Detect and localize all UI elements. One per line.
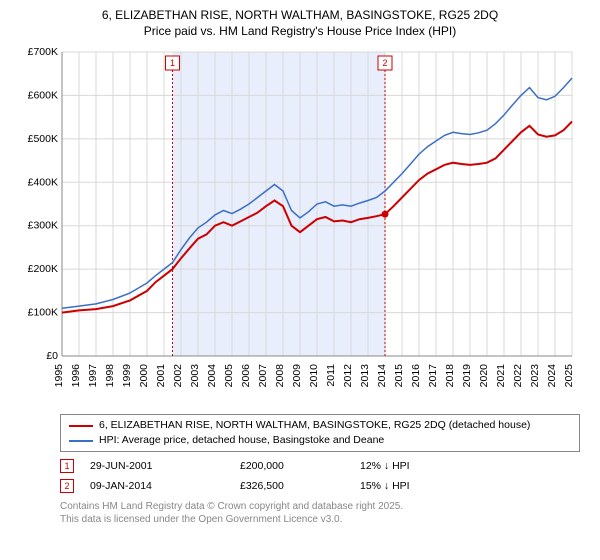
transaction-price: £200,000 (240, 460, 360, 472)
legend-label: 6, ELIZABETHAN RISE, NORTH WALTHAM, BASI… (99, 418, 530, 433)
footer: Contains HM Land Registry data © Crown c… (60, 500, 580, 526)
svg-text:£600K: £600K (28, 89, 58, 101)
svg-text:£100K: £100K (28, 307, 58, 319)
title-main: 6, ELIZABETHAN RISE, NORTH WALTHAM, BASI… (12, 8, 588, 22)
chart-container: 6, ELIZABETHAN RISE, NORTH WALTHAM, BASI… (0, 0, 600, 560)
footer-line-1: Contains HM Land Registry data © Crown c… (60, 500, 580, 513)
svg-text:£500K: £500K (28, 133, 58, 145)
transaction-row: 2 09-JAN-2014£326,50015% ↓ HPI (60, 476, 580, 496)
svg-text:2020: 2020 (478, 364, 490, 388)
svg-text:2003: 2003 (189, 364, 201, 388)
svg-text:2013: 2013 (359, 364, 371, 388)
title-sub: Price paid vs. HM Land Registry's House … (12, 24, 588, 38)
svg-text:2014: 2014 (376, 364, 388, 388)
transaction-delta: 15% ↓ HPI (360, 480, 480, 492)
svg-text:1997: 1997 (87, 364, 99, 388)
transactions-table: 1 29-JUN-2001£200,00012% ↓ HPI 2 09-JAN-201… (60, 456, 580, 496)
svg-text:2: 2 (382, 58, 387, 68)
svg-text:2005: 2005 (223, 364, 235, 388)
chart-area: £0 £100K £200K £300K £400K £500K £600K £700K 199… (20, 46, 580, 408)
legend-item: HPI: Average price, detached house, Basi… (69, 433, 571, 448)
line-chart: £0 £100K £200K £300K £400K £500K £600K £700K 199… (20, 46, 580, 408)
svg-text:2010: 2010 (308, 364, 320, 388)
svg-text:2011: 2011 (325, 364, 337, 387)
svg-text:2022: 2022 (512, 364, 524, 388)
transaction-marker-badge: 1 (60, 459, 74, 473)
svg-text:£200K: £200K (28, 263, 58, 275)
svg-text:2000: 2000 (138, 364, 150, 388)
transaction-marker-badge: 2 (60, 479, 74, 493)
svg-text:2023: 2023 (529, 364, 541, 388)
svg-text:1999: 1999 (121, 364, 133, 388)
svg-text:2021: 2021 (495, 364, 507, 388)
svg-text:2007: 2007 (257, 364, 269, 388)
svg-text:2006: 2006 (240, 364, 252, 388)
svg-text:2001: 2001 (155, 364, 167, 388)
svg-text:£400K: £400K (28, 176, 58, 188)
svg-text:2004: 2004 (206, 364, 218, 388)
svg-text:£300K: £300K (28, 220, 58, 232)
legend-swatch (69, 440, 93, 442)
transaction-date: 09-JAN-2014 (90, 480, 240, 492)
legend-label: HPI: Average price, detached house, Basi… (99, 433, 384, 448)
svg-text:2024: 2024 (546, 364, 558, 388)
svg-text:£0: £0 (46, 350, 58, 362)
svg-text:2019: 2019 (461, 364, 473, 388)
svg-text:2025: 2025 (563, 364, 575, 388)
transaction-delta: 12% ↓ HPI (360, 460, 480, 472)
transaction-price: £326,500 (240, 480, 360, 492)
footer-line-2: This data is licensed under the Open Gov… (60, 513, 580, 526)
svg-text:£700K: £700K (28, 46, 58, 58)
svg-text:1995: 1995 (53, 364, 65, 388)
svg-text:2015: 2015 (393, 364, 405, 388)
svg-text:2017: 2017 (427, 364, 439, 388)
svg-text:2009: 2009 (291, 364, 303, 388)
svg-text:2002: 2002 (172, 364, 184, 388)
svg-text:2016: 2016 (410, 364, 422, 388)
transaction-date: 29-JUN-2001 (90, 460, 240, 472)
transaction-row: 1 29-JUN-2001£200,00012% ↓ HPI (60, 456, 580, 476)
svg-text:1998: 1998 (104, 364, 116, 388)
svg-text:2018: 2018 (444, 364, 456, 388)
legend-swatch (69, 425, 93, 427)
svg-text:2012: 2012 (342, 364, 354, 388)
svg-text:2008: 2008 (274, 364, 286, 388)
legend-item: 6, ELIZABETHAN RISE, NORTH WALTHAM, BASI… (69, 418, 571, 433)
svg-text:1: 1 (170, 58, 175, 68)
svg-text:1996: 1996 (70, 364, 82, 388)
legend: 6, ELIZABETHAN RISE, NORTH WALTHAM, BASI… (60, 414, 580, 452)
